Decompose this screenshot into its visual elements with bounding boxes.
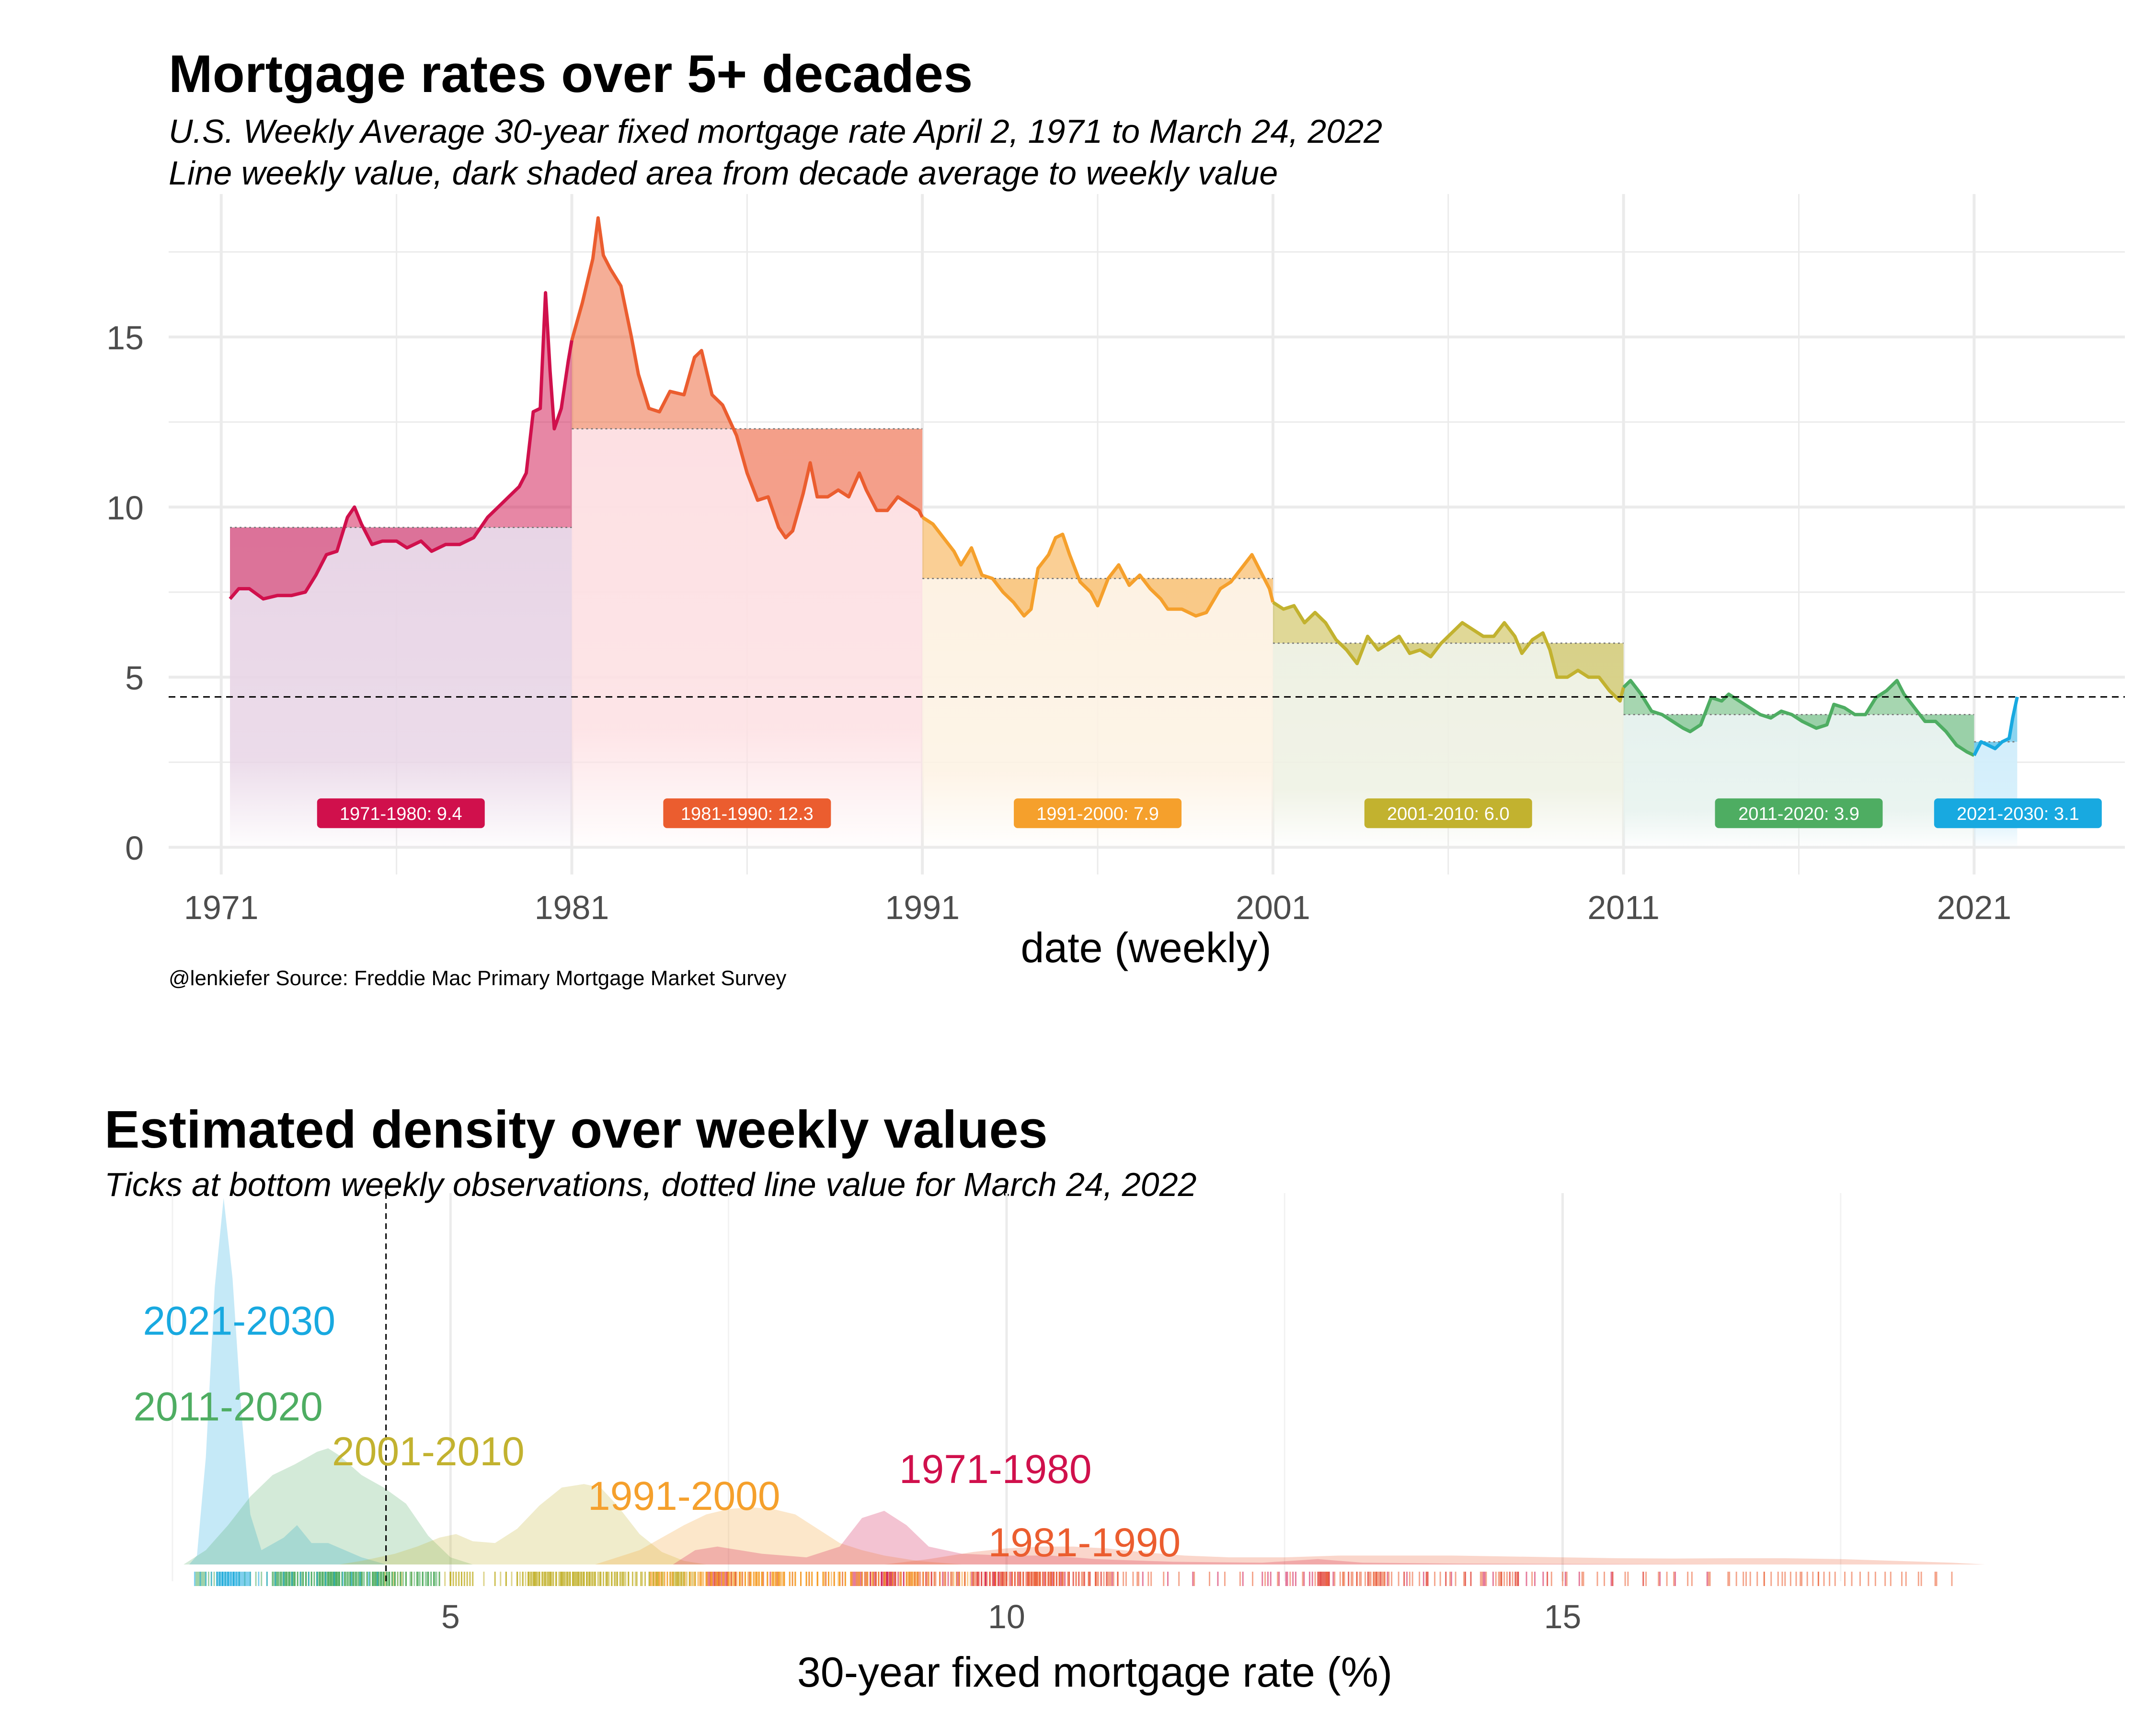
- decade-background-2021-2030: [1974, 742, 2018, 848]
- density-label-2001-2010: 2001-2010: [332, 1429, 525, 1474]
- rate-line-1981-1990: [570, 216, 924, 540]
- badge-label-2021-2030: 2021-2030: 3.1: [1957, 804, 2079, 824]
- rate-line-1991-2000: [921, 516, 1275, 618]
- x-tick-label-1981: 1981: [535, 889, 609, 926]
- decade-background-areas: [230, 428, 2018, 848]
- x-tick-label-2001: 2001: [1236, 889, 1310, 926]
- chart-title: Mortgage rates over 5+ decades: [169, 45, 973, 104]
- density-gridlines: [172, 1193, 1842, 1581]
- y-axis-ticks: 0 5 10 15: [106, 319, 144, 867]
- density-area-1971-1980: [673, 1511, 1719, 1564]
- density-subtitle: Ticks at bottom weekly observations, dot…: [104, 1166, 1196, 1203]
- chart-subtitle-2: Line weekly value, dark shaded area from…: [169, 154, 1278, 192]
- density-title: Estimated density over weekly values: [104, 1100, 1048, 1159]
- decade-background-1981-1990: [572, 428, 923, 848]
- y-tick-label-15: 15: [106, 319, 144, 356]
- density-area-1991-2000: [595, 1507, 963, 1564]
- weekly-rate-lines: [229, 216, 2019, 757]
- rate-line-1971-1980: [229, 291, 573, 601]
- decade-chart: Mortgage rates over 5+ decades U.S. Week…: [106, 45, 2125, 990]
- badge-bg-1971-1980: [317, 798, 485, 828]
- density-label-1971-1980: 1971-1980: [899, 1447, 1092, 1492]
- badge-bg-2021-2030: [1934, 798, 2102, 828]
- density-chart: Estimated density over weekly values Tic…: [104, 1100, 1985, 1696]
- density-areas: [183, 1198, 1985, 1564]
- x-tick-label-1991: 1991: [885, 889, 960, 926]
- density-x-ticks: 5 10 15: [441, 1598, 1582, 1635]
- density-label-1981-1990: 1981-1990: [988, 1520, 1181, 1565]
- y-tick-label-0: 0: [125, 829, 144, 867]
- x-axis-label: date (weekly): [1021, 924, 1271, 971]
- x-tick-label-1971: 1971: [184, 889, 259, 926]
- badge-bg-1991-2000: [1014, 798, 1182, 828]
- density-label-1991-2000: 1991-2000: [588, 1473, 780, 1518]
- density-x-tick-15: 15: [1544, 1598, 1582, 1635]
- x-axis-ticks: 1971 1981 1991 2001 2011 2021: [184, 889, 2011, 926]
- deviation-area-2001-2010: [1273, 602, 1624, 701]
- rate-line-2001-2010: [1272, 601, 1626, 703]
- badge-label-1971-1980: 1971-1980: 9.4: [340, 804, 462, 824]
- deviation-area-1981-1990: [572, 218, 923, 538]
- density-area-1981-1990: [884, 1546, 1985, 1564]
- y-tick-label-10: 10: [106, 489, 144, 527]
- rate-line-2021-2030: [1973, 696, 2019, 757]
- density-area-2011-2020: [183, 1448, 473, 1564]
- density-x-tick-5: 5: [441, 1598, 460, 1635]
- density-label-2021-2030: 2021-2030: [143, 1298, 335, 1343]
- density-area-2021-2030: [189, 1198, 386, 1564]
- x-tick-label-2011: 2011: [1587, 889, 1660, 926]
- decade-average-badges: 1971-1980: 9.4 1981-1990: 12.3 1991-2000: …: [317, 798, 2102, 828]
- y-tick-label-5: 5: [125, 659, 144, 697]
- density-x-tick-10: 10: [988, 1598, 1025, 1635]
- chart-caption: @lenkiefer Source: Freddie Mac Primary M…: [169, 966, 786, 990]
- deviation-area-1971-1980: [230, 292, 572, 599]
- badge-bg-1981-1990: [663, 798, 831, 828]
- badge-label-2001-2010: 2001-2010: 6.0: [1387, 804, 1510, 824]
- rate-line-2011-2020: [1622, 678, 1975, 757]
- deviation-area-1991-2000: [922, 517, 1273, 616]
- badge-bg-2001-2010: [1364, 798, 1532, 828]
- decade-average-lines: [230, 428, 2018, 743]
- density-x-axis-label: 30-year fixed mortgage rate (%): [797, 1648, 1392, 1696]
- badge-label-1981-1990: 1981-1990: 12.3: [681, 804, 814, 824]
- badge-label-1991-2000: 1991-2000: 7.9: [1036, 804, 1159, 824]
- density-label-2011-2020: 2011-2020: [133, 1384, 322, 1429]
- chart-subtitle: U.S. Weekly Average 30-year fixed mortga…: [169, 113, 1382, 150]
- weekly-observation-ticks: [194, 1572, 1953, 1586]
- badge-label-2011-2020: 2011-2020: 3.9: [1738, 804, 1859, 824]
- x-tick-label-2021: 2021: [1937, 889, 2011, 926]
- badge-bg-2011-2020: [1715, 798, 1883, 828]
- density-area-2001-2010: [339, 1484, 707, 1564]
